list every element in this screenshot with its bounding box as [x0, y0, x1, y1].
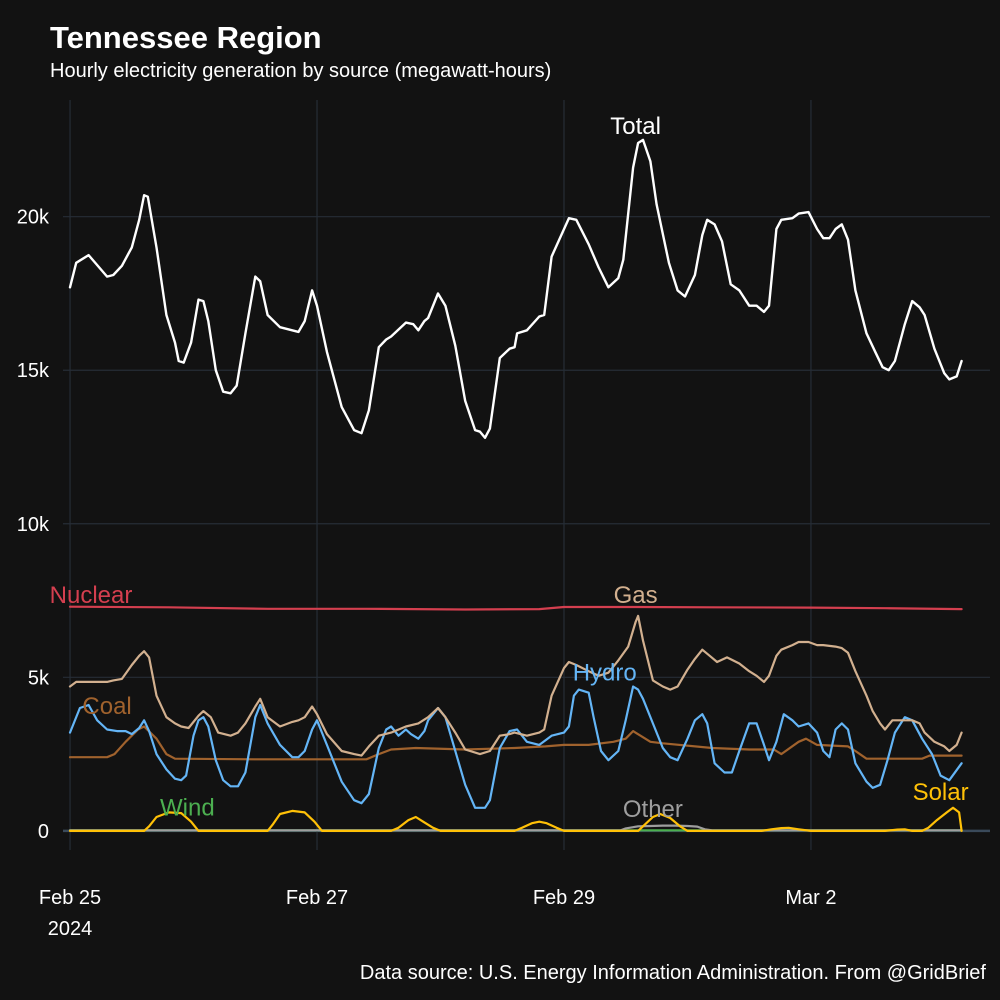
y-tick-label: 15k	[17, 360, 50, 382]
series-label-coal: Coal	[82, 693, 131, 720]
chart-caption: Data source: U.S. Energy Information Adm…	[359, 962, 986, 984]
series-line-other	[68, 824, 963, 832]
series-labels: Total Nuclear Gas Hydro Coal Other Solar Wind	[50, 113, 969, 823]
series-label-nuclear: Nuclear	[50, 582, 133, 609]
x-tick-year-label: 2024	[48, 918, 93, 940]
series-label-total: Total	[610, 113, 661, 140]
y-tick-label: 5k	[28, 667, 50, 689]
series-line-solar	[68, 806, 963, 832]
series-line-gas	[68, 614, 963, 757]
series-line-hydro	[68, 685, 963, 809]
series-line-nuclear	[68, 605, 963, 611]
series-line-total	[68, 138, 963, 439]
y-tick-label: 10k	[17, 514, 50, 536]
series-label-solar: Solar	[913, 779, 969, 806]
series-label-gas: Gas	[614, 582, 658, 609]
x-tick-label: Mar 2	[785, 887, 836, 909]
series-label-hydro: Hydro	[573, 659, 637, 686]
chart-subtitle: Hourly electricity generation by source …	[50, 60, 552, 82]
series-label-other: Other	[623, 796, 683, 823]
axis-ticks: 0 5k 10k 15k 20k Feb 25 2024 Feb 27 Feb 29 Mar 2	[17, 207, 837, 940]
grid-lines	[63, 100, 990, 850]
x-tick-label: Feb 27	[286, 887, 348, 909]
x-tick-label: Feb 25	[39, 887, 101, 909]
chart-title: Tennessee Region	[50, 20, 322, 55]
y-tick-label: 20k	[17, 207, 50, 229]
series-lines	[68, 138, 963, 832]
x-tick-label: Feb 29	[533, 887, 595, 909]
y-tick-label: 0	[38, 821, 49, 843]
series-line-coal	[68, 725, 963, 761]
series-label-wind: Wind	[160, 795, 215, 822]
